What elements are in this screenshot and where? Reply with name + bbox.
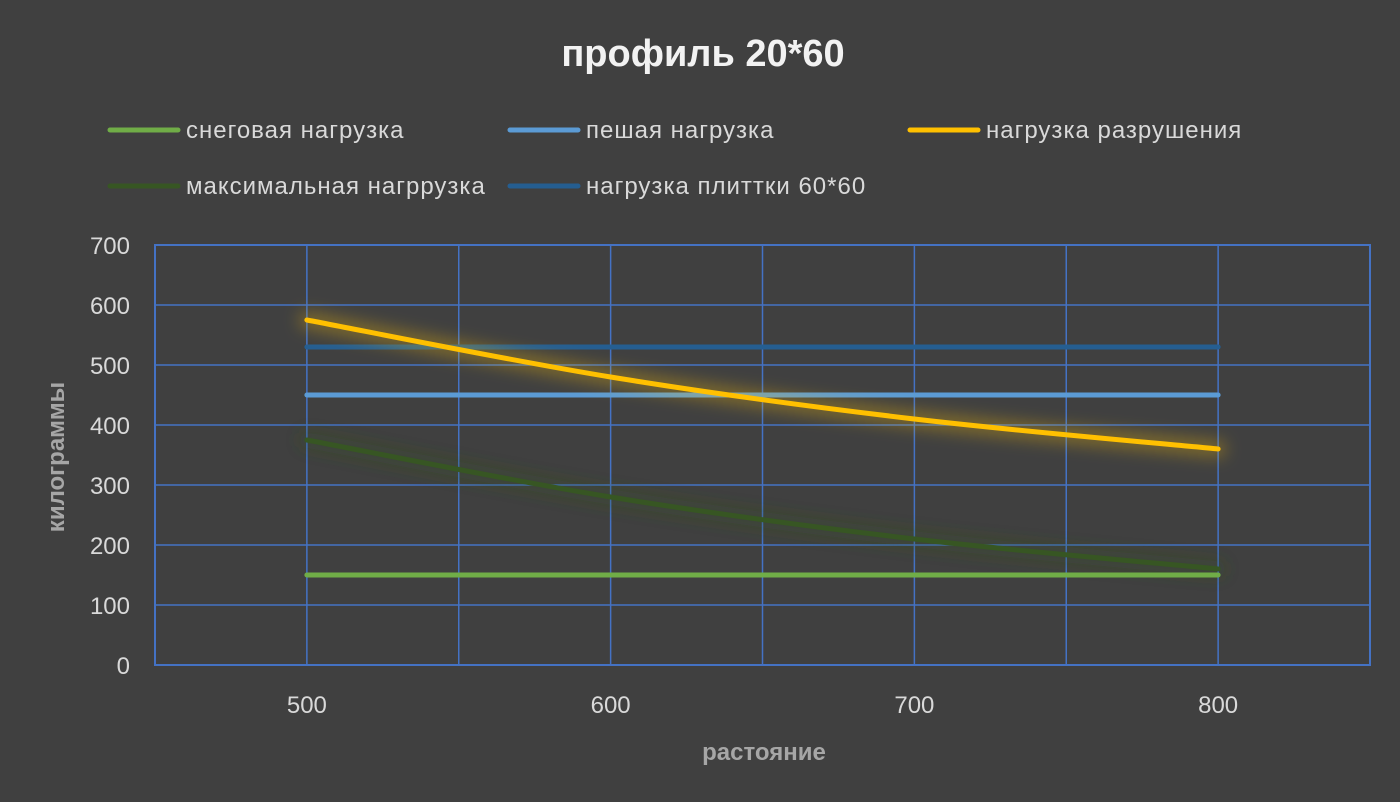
legend-label-4: нагрузка плиттки 60*60 xyxy=(586,173,866,200)
y-tick-label: 0 xyxy=(117,653,130,680)
x-axis-title: растояние xyxy=(702,739,826,766)
y-tick-label: 500 xyxy=(90,353,130,380)
legend-label-3: максимальная нагррузка xyxy=(186,173,486,200)
y-tick-label: 400 xyxy=(90,413,130,440)
x-axis-ticks: 500 600 700 800 xyxy=(287,692,1238,719)
y-tick-label: 700 xyxy=(90,233,130,260)
grid xyxy=(154,244,1371,666)
y-tick-label: 200 xyxy=(90,533,130,560)
y-tick-label: 100 xyxy=(90,593,130,620)
series-line-3 xyxy=(304,437,1221,572)
legend-label-1: пешая нагрузка xyxy=(586,117,774,144)
x-tick-label: 800 xyxy=(1198,692,1238,719)
x-tick-label: 600 xyxy=(591,692,631,719)
series-lines xyxy=(298,312,1227,584)
chart-title: профиль 20*60 xyxy=(561,33,844,75)
y-axis-title: килограммы xyxy=(43,382,70,532)
legend: снеговая нагрузка пешая нагрузка нагрузка … xyxy=(107,117,1242,200)
legend-label-0: снеговая нагрузка xyxy=(186,117,404,144)
x-tick-label: 700 xyxy=(894,692,934,719)
series-line-2 xyxy=(304,317,1221,452)
legend-label-2: нагрузка разрушения xyxy=(986,117,1242,144)
y-tick-label: 600 xyxy=(90,293,130,320)
x-tick-label: 500 xyxy=(287,692,327,719)
y-tick-label: 300 xyxy=(90,473,130,500)
y-axis-ticks: 0 100 200 300 400 500 600 700 xyxy=(90,233,130,680)
